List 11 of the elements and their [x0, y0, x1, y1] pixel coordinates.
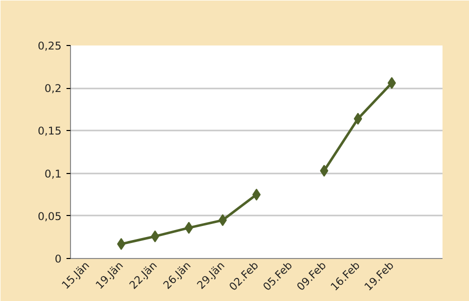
- y-tick-label: 0,2: [44, 82, 62, 96]
- point: [320, 164, 328, 177]
- y-tick-label: 0,05: [38, 210, 62, 223]
- y-tick-label: 0,25: [38, 40, 62, 52]
- point: [354, 112, 362, 125]
- y-tick-label: 0,1: [44, 167, 62, 180]
- y-tick-label: 0: [54, 252, 62, 266]
- point: [150, 230, 160, 242]
- y-tick-label: 0,15: [38, 124, 62, 138]
- point: [252, 188, 261, 201]
- point: [184, 222, 194, 234]
